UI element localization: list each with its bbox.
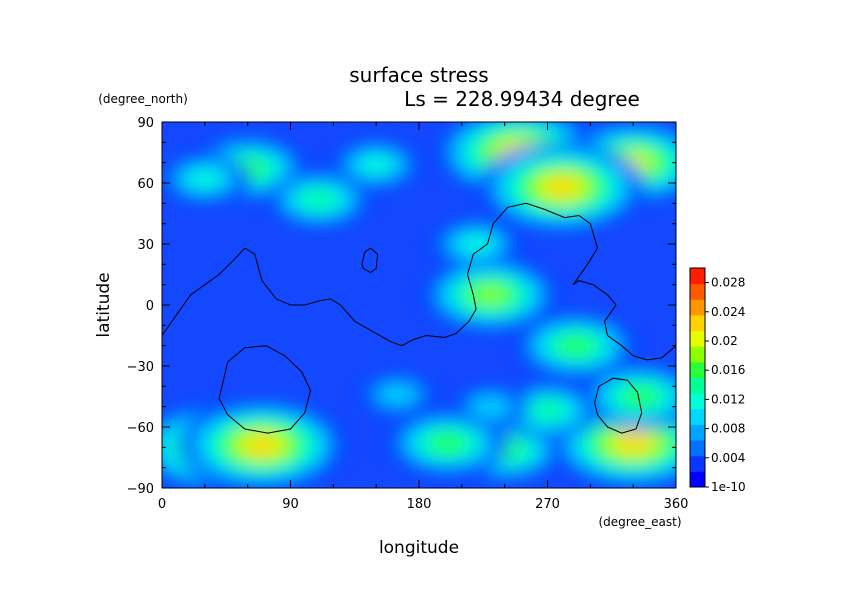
colorbar-segment xyxy=(690,314,705,332)
field-feature xyxy=(302,190,336,209)
x-axis-label: longitude xyxy=(379,538,459,558)
x-unit-label: (degree_east) xyxy=(598,515,681,529)
field-feature xyxy=(616,434,650,453)
y-unit-label: (degree_north) xyxy=(98,92,188,106)
y-tick-label: 60 xyxy=(137,177,154,192)
y-tick-label: 30 xyxy=(137,238,154,253)
colorbar-tick-label: 0.024 xyxy=(711,305,745,319)
chart-subtitle: Ls = 228.99434 degree xyxy=(404,87,640,111)
x-tick-label: 90 xyxy=(282,497,299,512)
y-tick-label: −30 xyxy=(127,360,154,375)
field-feature xyxy=(188,170,222,188)
x-axis: 0 90 180 270 360 xyxy=(158,122,689,512)
colorbar-segment xyxy=(690,299,705,316)
colorbar-segment xyxy=(690,393,705,410)
y-tick-label: −60 xyxy=(127,421,154,436)
field-feature xyxy=(623,387,657,406)
colorbar-segment xyxy=(690,283,705,300)
colorbar-segment xyxy=(690,424,705,441)
colorbar-segment xyxy=(690,346,705,363)
y-tick-label: −90 xyxy=(127,482,154,497)
x-tick-label: 180 xyxy=(407,497,432,512)
x-tick-label: 0 xyxy=(158,497,166,512)
y-axis-label: latitude xyxy=(94,272,114,337)
colorbar-tick-label: 0.008 xyxy=(711,422,745,436)
contour-line xyxy=(218,345,312,434)
colorbar-segment xyxy=(690,440,705,457)
colorbar-segment xyxy=(690,377,705,394)
colorbar-segment xyxy=(690,455,705,472)
x-tick-label: 270 xyxy=(535,497,560,512)
field-feature xyxy=(381,385,415,404)
field-feature xyxy=(431,434,465,453)
colorbar: 1e-10 0.004 0.008 0.012 0.016 0.02 0.024 0.028 xyxy=(689,267,746,494)
colorbar-segment xyxy=(690,330,705,347)
colorbar-tick-label: 0.012 xyxy=(711,392,745,406)
colorbar-tick-label: 0.004 xyxy=(711,451,745,465)
plot-area xyxy=(162,122,676,488)
y-tick-label: 90 xyxy=(137,116,154,131)
contour-line xyxy=(594,377,643,434)
chart-title: surface stress xyxy=(349,63,488,87)
colorbar-tick-label: 1e-10 xyxy=(711,480,746,494)
colorbar-frame xyxy=(689,267,706,488)
field-feature xyxy=(473,397,507,416)
field-feature xyxy=(559,336,593,355)
colorbar-tick-label: 0.028 xyxy=(711,276,745,290)
colorbar-segment xyxy=(690,361,705,378)
topography-contours xyxy=(162,202,676,434)
field-feature xyxy=(545,178,579,196)
stress-field xyxy=(162,122,676,488)
colorbar-tick-label: 0.02 xyxy=(711,334,738,348)
field-feature xyxy=(473,286,507,304)
field-feature xyxy=(245,436,279,455)
colorbar-tick-label: 0.016 xyxy=(711,363,745,377)
colorbar-segment xyxy=(690,408,705,425)
field-feature xyxy=(459,235,493,253)
contour-line xyxy=(162,202,676,361)
field-feature xyxy=(359,155,393,174)
y-axis: 90 60 30 0 −30 −60 −90 xyxy=(127,116,676,497)
colorbar-segment xyxy=(690,471,705,488)
contour-line xyxy=(361,247,379,274)
field-feature xyxy=(531,401,564,420)
x-tick-label: 360 xyxy=(664,497,689,512)
y-tick-label: 0 xyxy=(146,299,154,314)
colorbar-segment xyxy=(690,268,705,285)
